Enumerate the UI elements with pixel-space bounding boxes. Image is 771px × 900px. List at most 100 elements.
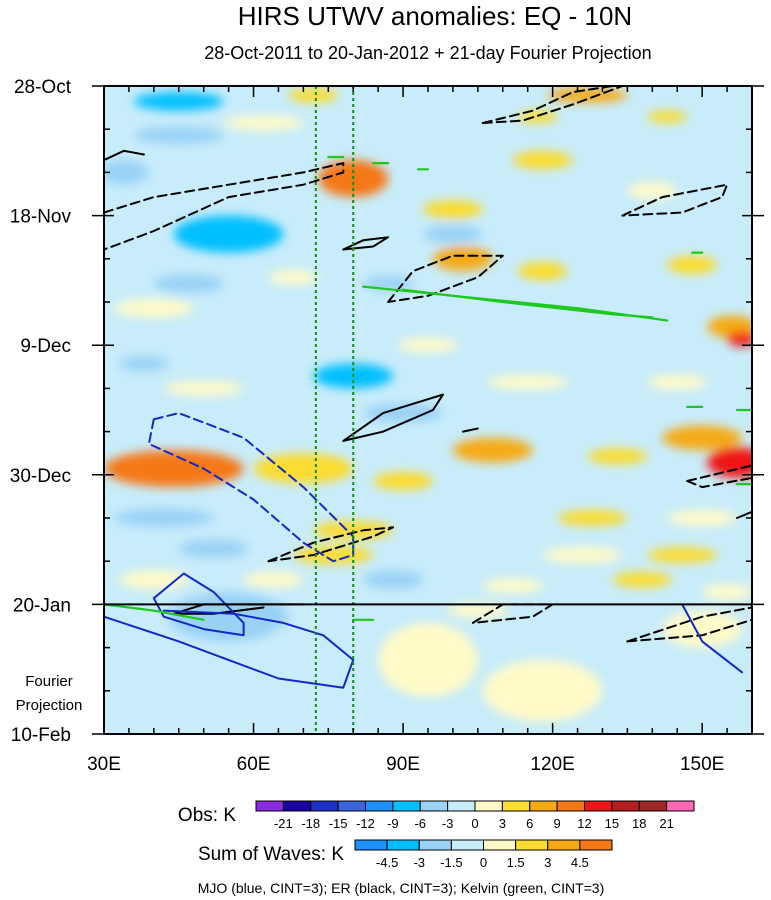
obs-swatch-9 (501, 800, 531, 812)
anomaly-cell-12 (627, 182, 678, 200)
obs-colorbar-title: Obs: K (178, 805, 236, 826)
er-contour-5 (342, 236, 390, 251)
anomaly-cell-66 (662, 610, 743, 648)
waves-swatch-0 (354, 839, 388, 851)
plot-area: 30E 60E 90E 120E 150E 28-Oct 18-Nov 9-Dec 30-De… (10, 77, 764, 775)
er-contour-9 (267, 526, 395, 563)
anomaly-cell-5 (378, 127, 448, 143)
er-contour-8 (461, 427, 479, 433)
anomaly-cell-18 (153, 274, 224, 293)
waves-label-2: -1.5 (440, 855, 462, 870)
wave-contours (104, 86, 752, 689)
chart-title: HIRS UTWV anomalies: EQ - 10N (238, 1, 632, 31)
anomaly-cell-43 (587, 448, 648, 465)
anomaly-cell-49 (557, 509, 628, 527)
obs-swatch-5 (392, 800, 421, 812)
waves-swatch-6 (547, 839, 581, 851)
obs-label-6: -3 (442, 816, 454, 831)
obs-colorbar: Obs: K -21 -18 -15 -12 -9 -6 -3 0 3 6 9 12 15 18 21 (178, 800, 695, 831)
anomaly-cell-67 (447, 603, 508, 618)
er-contour-16 (626, 606, 752, 643)
er-contour-1 (104, 162, 345, 251)
waves-swatch-2 (418, 839, 452, 851)
anomaly-cell-1 (288, 87, 339, 103)
anomaly-cell-28 (118, 356, 169, 372)
anomaly-cell-38 (104, 450, 244, 488)
obs-swatch-6 (419, 800, 449, 812)
obs-swatch-7 (447, 800, 476, 812)
obs-swatch-12 (584, 800, 613, 812)
obs-label-2: -15 (329, 816, 348, 831)
obs-swatch-13 (611, 800, 640, 812)
anomaly-cell-64 (378, 622, 478, 697)
er-contour-11 (686, 476, 752, 489)
obs-label-11: 12 (577, 816, 591, 831)
kelvin-contour-23 (402, 288, 654, 319)
anomaly-cell-41 (373, 471, 433, 491)
er-contour-3 (481, 86, 624, 124)
obs-label-12: 15 (605, 816, 619, 831)
obs-label-1: -18 (301, 816, 320, 831)
er-contour-7 (342, 393, 444, 442)
er-contour-12 (736, 510, 752, 519)
anomaly-cell-0 (133, 92, 224, 111)
waves-swatch-3 (450, 839, 484, 851)
anomaly-cell-24 (727, 331, 752, 347)
anomaly-field (104, 87, 752, 722)
obs-swatch-11 (556, 800, 585, 812)
anomaly-cell-26 (398, 337, 458, 353)
y-axis: 28-Oct 18-Nov 9-Dec 30-Dec 20-Jan 10-Feb (10, 77, 764, 746)
obs-label-5: -6 (414, 816, 426, 831)
x-tick-label-0: 30E (87, 754, 121, 775)
anomaly-cell-54 (542, 547, 623, 564)
er-contour-0 (104, 149, 145, 162)
anomaly-cell-55 (647, 547, 718, 564)
anomaly-cell-10 (423, 200, 483, 219)
mjo-contour-18 (147, 412, 355, 563)
er-contour-17 (626, 618, 752, 643)
footer-note: MJO (blue, CINT=3); ER (black, CINT=3); … (198, 880, 605, 896)
anomaly-cell-39 (253, 453, 354, 485)
anomaly-cell-9 (512, 150, 573, 170)
obs-swatch-0 (255, 800, 284, 812)
anomaly-cell-37 (707, 447, 752, 478)
anomaly-cell-40 (452, 437, 533, 463)
obs-label-4: -9 (387, 816, 399, 831)
anomaly-cell-51 (178, 539, 249, 559)
reference-lines (314, 86, 355, 734)
waves-label-5: 3 (544, 855, 551, 870)
anomaly-cell-16 (517, 261, 568, 281)
waves-label-3: 0 (480, 855, 487, 870)
obs-swatch-1 (282, 800, 312, 812)
obs-label-13: 18 (632, 816, 646, 831)
anomaly-cell-59 (482, 578, 543, 594)
x-tick-label-3: 120E (530, 754, 574, 775)
er-contour-4 (621, 183, 729, 217)
obs-label-8: 3 (499, 816, 506, 831)
anomaly-cell-27 (562, 342, 643, 361)
er-contour-6 (387, 254, 504, 303)
anomaly-cell-44 (622, 485, 683, 502)
obs-swatch-3 (337, 800, 366, 812)
anomaly-cell-17 (667, 255, 718, 275)
waves-colorbar: Sum of Waves: K -4.5 -3 -1.5 0 1.5 3 4.5 (198, 839, 613, 870)
anomaly-cell-34 (552, 398, 653, 415)
obs-swatch-2 (310, 800, 339, 812)
er-contour-10 (686, 464, 752, 482)
y-tick-label-3: 30-Dec (10, 466, 71, 487)
obs-swatch-15 (666, 800, 695, 812)
anomaly-cell-60 (612, 571, 673, 588)
y-tick-label-0: 28-Oct (14, 77, 72, 98)
anomaly-cell-2 (547, 87, 628, 103)
waves-colorbar-title: Sum of Waves: K (198, 844, 344, 865)
anomaly-cell-56 (118, 570, 189, 589)
anomaly-cell-45 (113, 508, 214, 528)
anomaly-cell-61 (702, 584, 752, 601)
anomaly-cell-15 (432, 246, 493, 272)
y-tick-label-2: 9-Dec (20, 336, 71, 357)
anomaly-cell-11 (104, 160, 149, 185)
obs-swatch-10 (529, 800, 558, 812)
anomaly-cell-32 (163, 380, 244, 396)
anomaly-cell-22 (113, 298, 194, 318)
